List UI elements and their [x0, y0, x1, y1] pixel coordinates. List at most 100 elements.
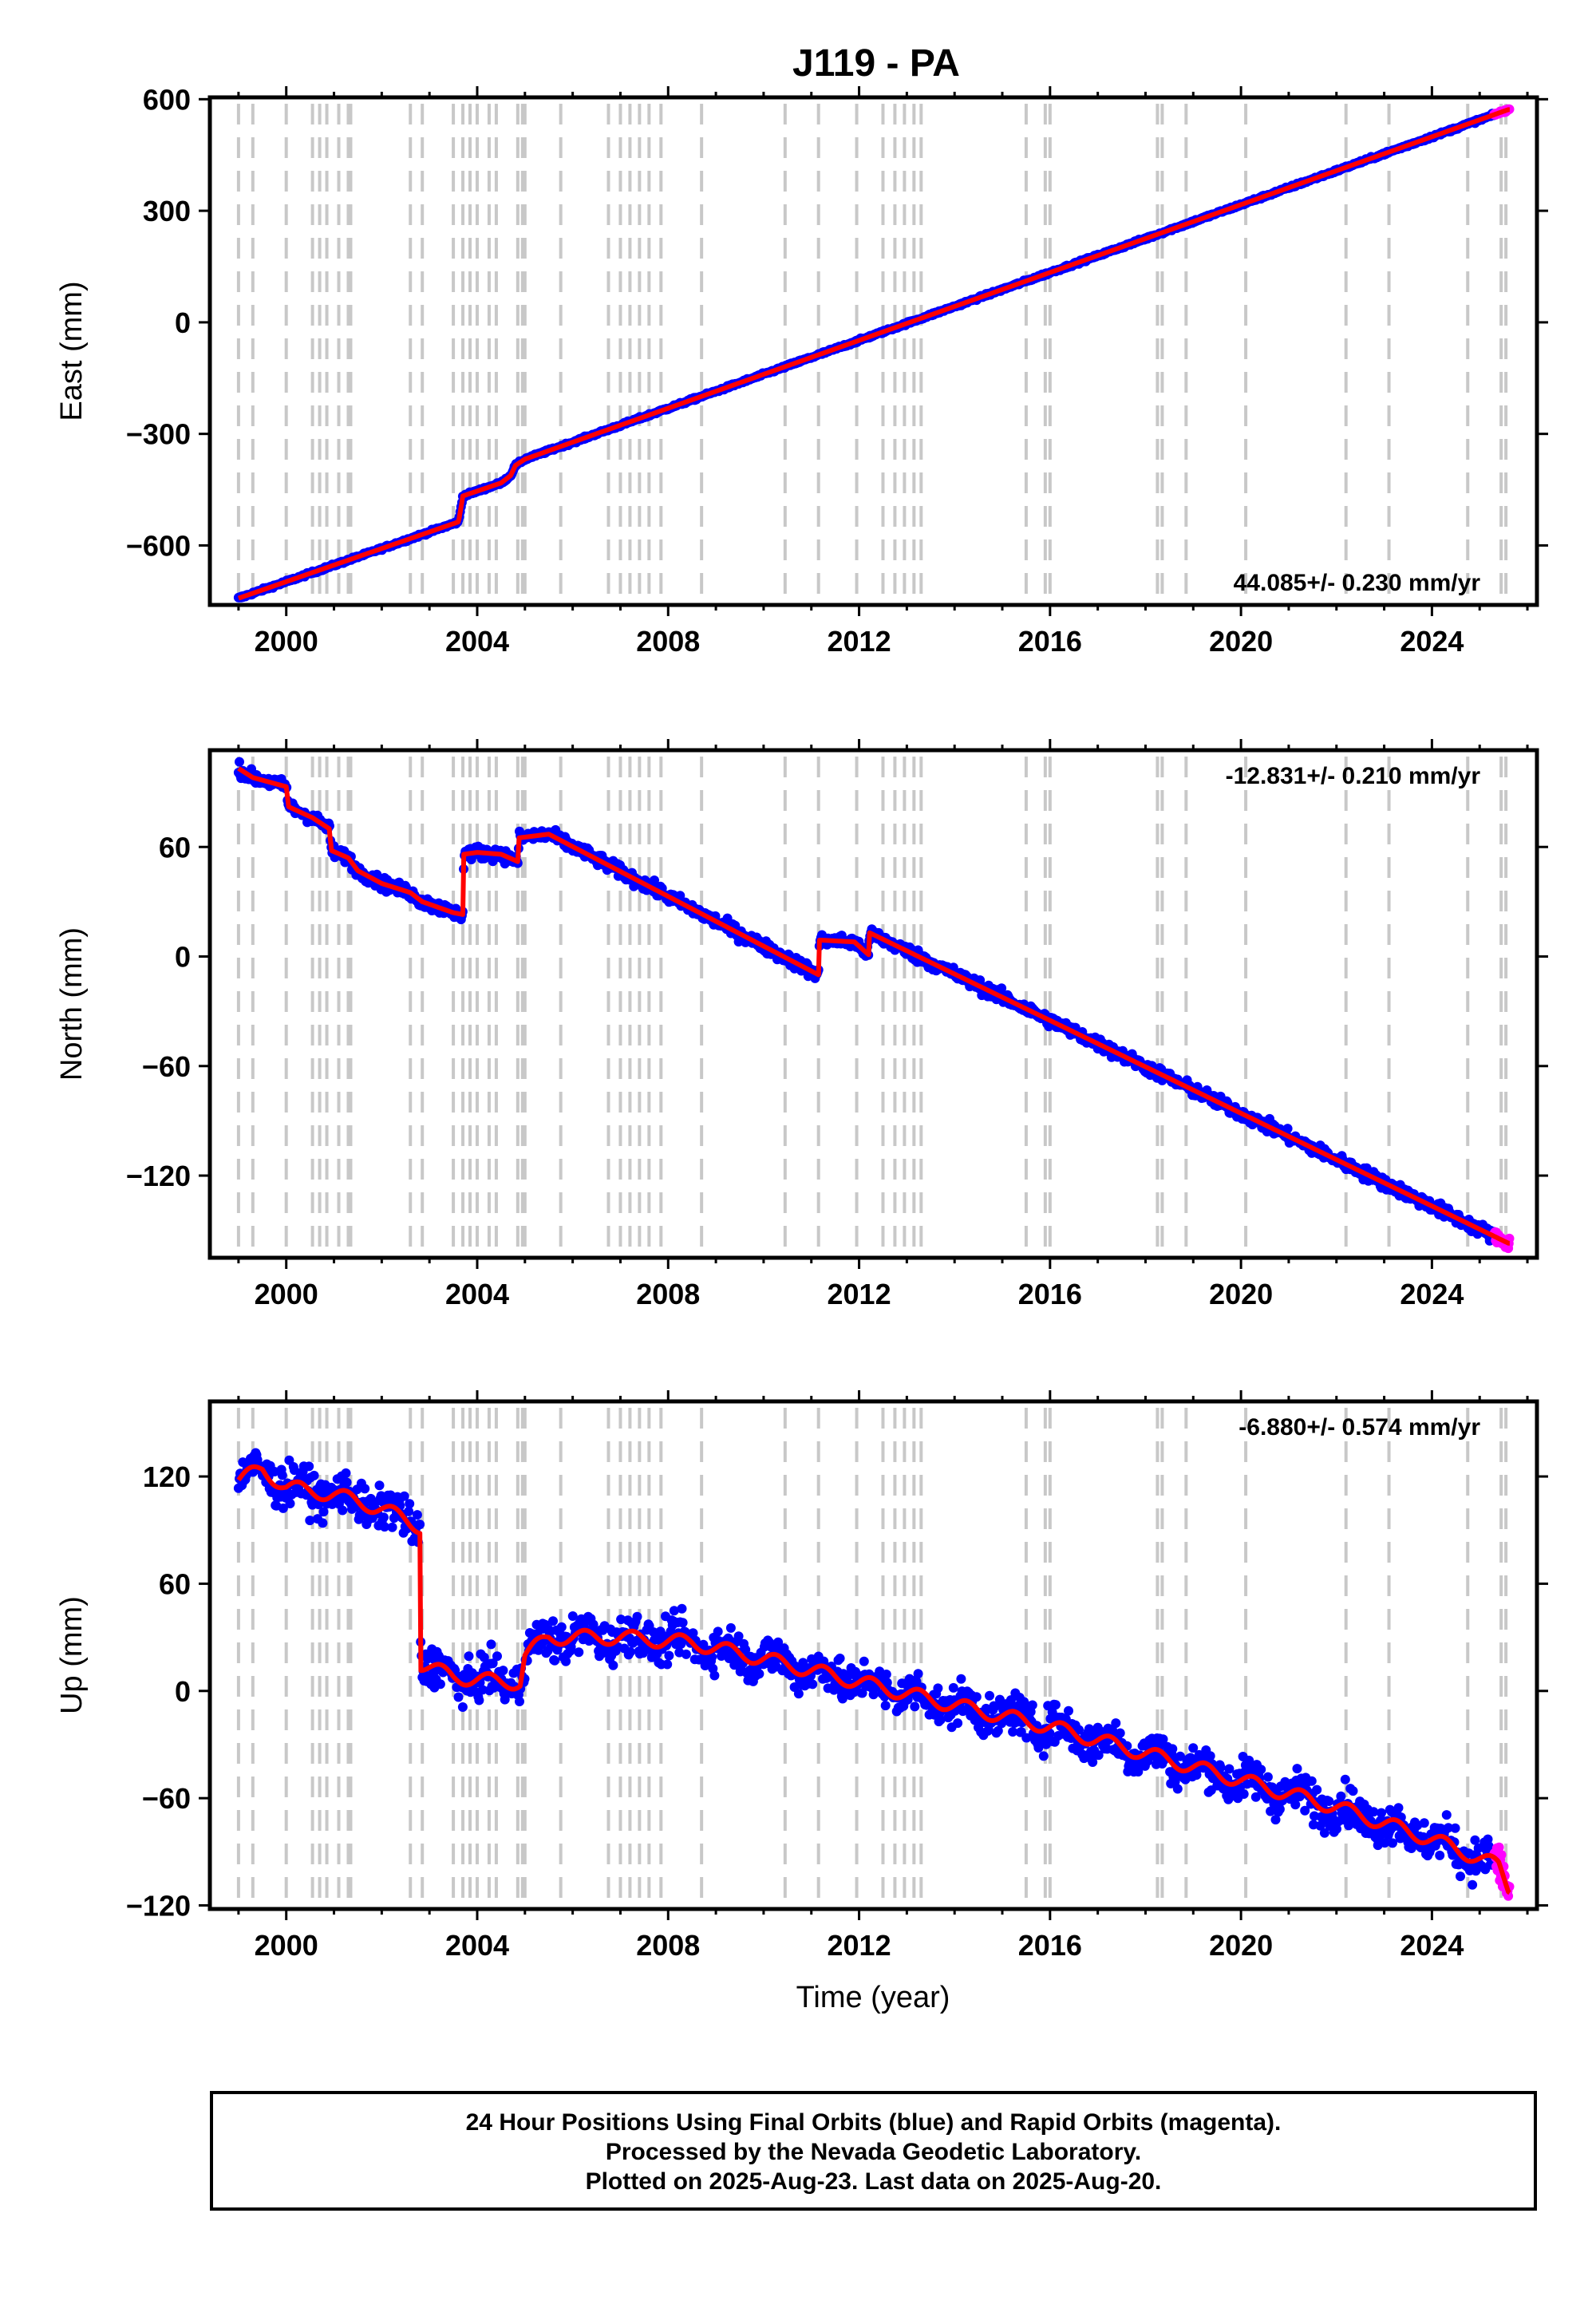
final-orbit-point [948, 1682, 958, 1693]
rate-label: -6.880+/- 0.574 mm/yr [1238, 1414, 1480, 1441]
final-orbit-point [1172, 1784, 1183, 1794]
x-tick-label: 2008 [636, 1278, 700, 1310]
y-tick-label: 120 [143, 1460, 191, 1493]
final-orbit-point [1435, 1850, 1445, 1860]
event-lines [236, 757, 1508, 1251]
final-orbit-point [835, 1654, 845, 1663]
final-orbit-point [550, 1655, 560, 1666]
x-tick-label: 2016 [1018, 1278, 1082, 1310]
x-tick-label: 2004 [445, 1278, 509, 1310]
x-tick-label: 2024 [1400, 1929, 1464, 1962]
final-orbit-point [1292, 1764, 1302, 1774]
x-tick-label: 2016 [1018, 625, 1082, 658]
final-orbit-point [1312, 1784, 1322, 1795]
final-orbit-point [309, 1470, 319, 1480]
final-orbit-point [971, 1692, 982, 1702]
final-orbit-point [793, 1689, 804, 1699]
rate-label: -12.831+/- 0.210 mm/yr [1226, 763, 1481, 789]
final-orbit-point [1262, 1772, 1273, 1782]
final-orbit-point [374, 1480, 385, 1491]
final-orbit-point [910, 1701, 920, 1712]
final-orbit-point [859, 1656, 869, 1666]
y-tick-label: 300 [143, 195, 191, 227]
final-orbit-point [985, 1690, 994, 1701]
footer-box: 24 Hour Positions Using Final Orbits (bl… [210, 2091, 1537, 2211]
y-tick-label: 600 [143, 83, 191, 116]
panel-east: 2000 2004 2008 2012 2016 2020 2024 600 3… [55, 83, 1548, 658]
final-orbit-point [457, 1702, 468, 1712]
final-orbit-point [498, 1666, 508, 1676]
y-tick-label: 0 [175, 1675, 191, 1708]
final-orbit-point [387, 1522, 397, 1532]
y-tick-label: −120 [126, 1160, 191, 1192]
x-tick-label: 2004 [445, 625, 509, 658]
chart-title: J119 - PA [792, 42, 960, 85]
final-orbit-point [608, 1660, 618, 1670]
final-orbit-point [709, 1670, 720, 1681]
final-orbit-point [632, 1611, 642, 1622]
x-tick-label: 2012 [828, 625, 891, 658]
x-tick-label: 2000 [255, 625, 318, 658]
x-tick-label: 2020 [1209, 625, 1273, 658]
final-orbit-point [1038, 1751, 1049, 1761]
final-orbit-point [1027, 1700, 1037, 1710]
event-lines [236, 104, 1508, 599]
final-orbit-point [681, 1649, 691, 1659]
final-orbit-point [1441, 1810, 1452, 1820]
x-tick-label: 2000 [255, 1929, 318, 1962]
final-orbit-point [677, 1603, 687, 1614]
y-tick-label: −300 [126, 418, 191, 451]
final-orbit-point [808, 1679, 818, 1690]
final-orbit-point [1256, 1765, 1266, 1775]
final-orbit-point [1274, 1804, 1285, 1814]
final-orbit-point [1340, 1774, 1350, 1784]
y-tick-label: −60 [142, 1782, 191, 1815]
final-orbit-point [405, 1499, 415, 1509]
model-fit-line [236, 766, 1512, 1246]
final-orbit-point [664, 1650, 674, 1661]
model-fit [236, 766, 1512, 1246]
x-tick-label: 2020 [1209, 1278, 1273, 1310]
final-orbit-point [1111, 1718, 1121, 1729]
final-orbit-point [515, 1697, 524, 1706]
final-orbit-point [464, 1651, 474, 1662]
final-orbit-point [1064, 1705, 1073, 1716]
x-tick-label: 2000 [255, 1278, 318, 1310]
final-orbit-point [567, 1611, 578, 1621]
final-orbit-point [1205, 1751, 1215, 1761]
footer-line: Plotted on 2025-Aug-23. Last data on 202… [585, 2168, 1162, 2195]
final-orbit-point [1306, 1776, 1317, 1786]
y-tick-label: −60 [142, 1050, 191, 1083]
footer-line: Processed by the Nevada Geodetic Laborat… [605, 2139, 1142, 2165]
final-orbit-point [1450, 1823, 1460, 1833]
final-orbit-point [625, 1646, 635, 1657]
model-fit-line [236, 107, 1512, 601]
final-orbit-point [1393, 1803, 1404, 1813]
final-orbit-point [880, 1701, 891, 1711]
y-axis-label: East (mm) [55, 281, 89, 421]
final-orbit-point [713, 1626, 723, 1637]
final-orbit-point [956, 1674, 966, 1684]
final-orbit-point [360, 1484, 370, 1494]
final-orbit-point [678, 1618, 688, 1628]
x-tick-label: 2024 [1400, 625, 1464, 658]
x-tick-label: 2012 [828, 1929, 891, 1962]
final-orbit-point [338, 1505, 348, 1516]
final-orbit-point [415, 1520, 425, 1530]
x-tick-label: 2008 [636, 625, 700, 658]
final-orbit-point [285, 1499, 295, 1508]
final-orbit-point [662, 1659, 673, 1670]
x-tick-label: 2016 [1018, 1929, 1082, 1962]
final-orbit-point [1167, 1744, 1178, 1754]
y-tick-label: −600 [126, 529, 191, 562]
final-orbit-point [342, 1477, 352, 1488]
y-tick-label: 60 [159, 831, 191, 864]
y-tick-label: 0 [175, 306, 191, 339]
x-tick-label: 2020 [1209, 1929, 1273, 1962]
final-orbit-point [1324, 1796, 1334, 1806]
final-orbit-point [378, 1512, 389, 1523]
final-orbit-point [341, 1468, 351, 1478]
x-tick-label: 2004 [445, 1929, 509, 1962]
final-orbit-point [1238, 1789, 1249, 1799]
